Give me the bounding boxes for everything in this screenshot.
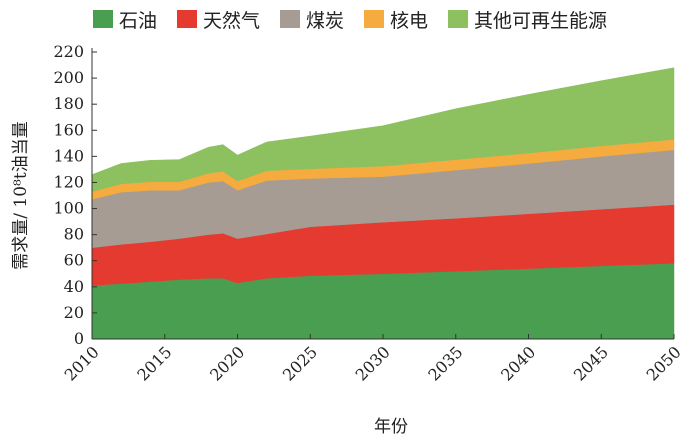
y-tick-label: 0 — [74, 329, 84, 348]
legend-item: 煤炭 — [279, 6, 344, 33]
x-tick-label: 2020 — [206, 342, 248, 384]
y-tick-label: 40 — [64, 277, 84, 296]
y-tick-label: 120 — [53, 172, 84, 191]
legend-swatch — [364, 10, 384, 28]
legend-swatch — [448, 10, 469, 28]
y-tick-label: 220 — [53, 42, 84, 61]
legend-swatch — [92, 10, 113, 28]
y-tick-label: 20 — [64, 303, 84, 322]
legend-item: 其他可再生能源 — [448, 6, 607, 33]
x-tick-label: 2015 — [133, 342, 175, 384]
x-tick-label: 2030 — [352, 342, 394, 384]
x-tick-label: 2045 — [570, 342, 612, 384]
x-tick-label: 2025 — [279, 342, 321, 384]
y-tick-label: 80 — [64, 225, 84, 244]
x-tick-label: 2050 — [643, 342, 685, 384]
y-tick-label: 100 — [53, 199, 84, 218]
y-tick-label: 140 — [53, 146, 84, 165]
x-tick-label: 2010 — [61, 342, 103, 384]
area-series-4 — [91, 67, 675, 192]
legend-swatch — [176, 10, 197, 28]
legend-item: 天然气 — [176, 6, 260, 33]
y-tick-label: 160 — [53, 120, 84, 139]
legend-label: 天然气 — [202, 9, 260, 32]
y-tick-label: 200 — [53, 68, 84, 87]
legend-item: 核电 — [364, 6, 428, 33]
legend-swatch — [279, 10, 300, 28]
y-tick-label: 180 — [53, 94, 84, 113]
legend-item: 石油 — [92, 6, 157, 33]
x-tick-label: 2040 — [497, 342, 539, 384]
x-axis-title: 年份 — [374, 417, 408, 437]
legend-label: 石油 — [118, 9, 157, 32]
y-tick-label: 60 — [64, 251, 84, 270]
x-tick-label: 2035 — [424, 342, 466, 384]
chart-legend: 石油 天然气 煤炭 核电 其他可再生能源 — [0, 6, 700, 32]
legend-label: 核电 — [390, 9, 429, 32]
y-axis-title: 需求量/ 10⁸t油当量 — [11, 121, 31, 269]
legend-label: 其他可再生能源 — [474, 9, 608, 32]
legend-label: 煤炭 — [305, 9, 344, 32]
